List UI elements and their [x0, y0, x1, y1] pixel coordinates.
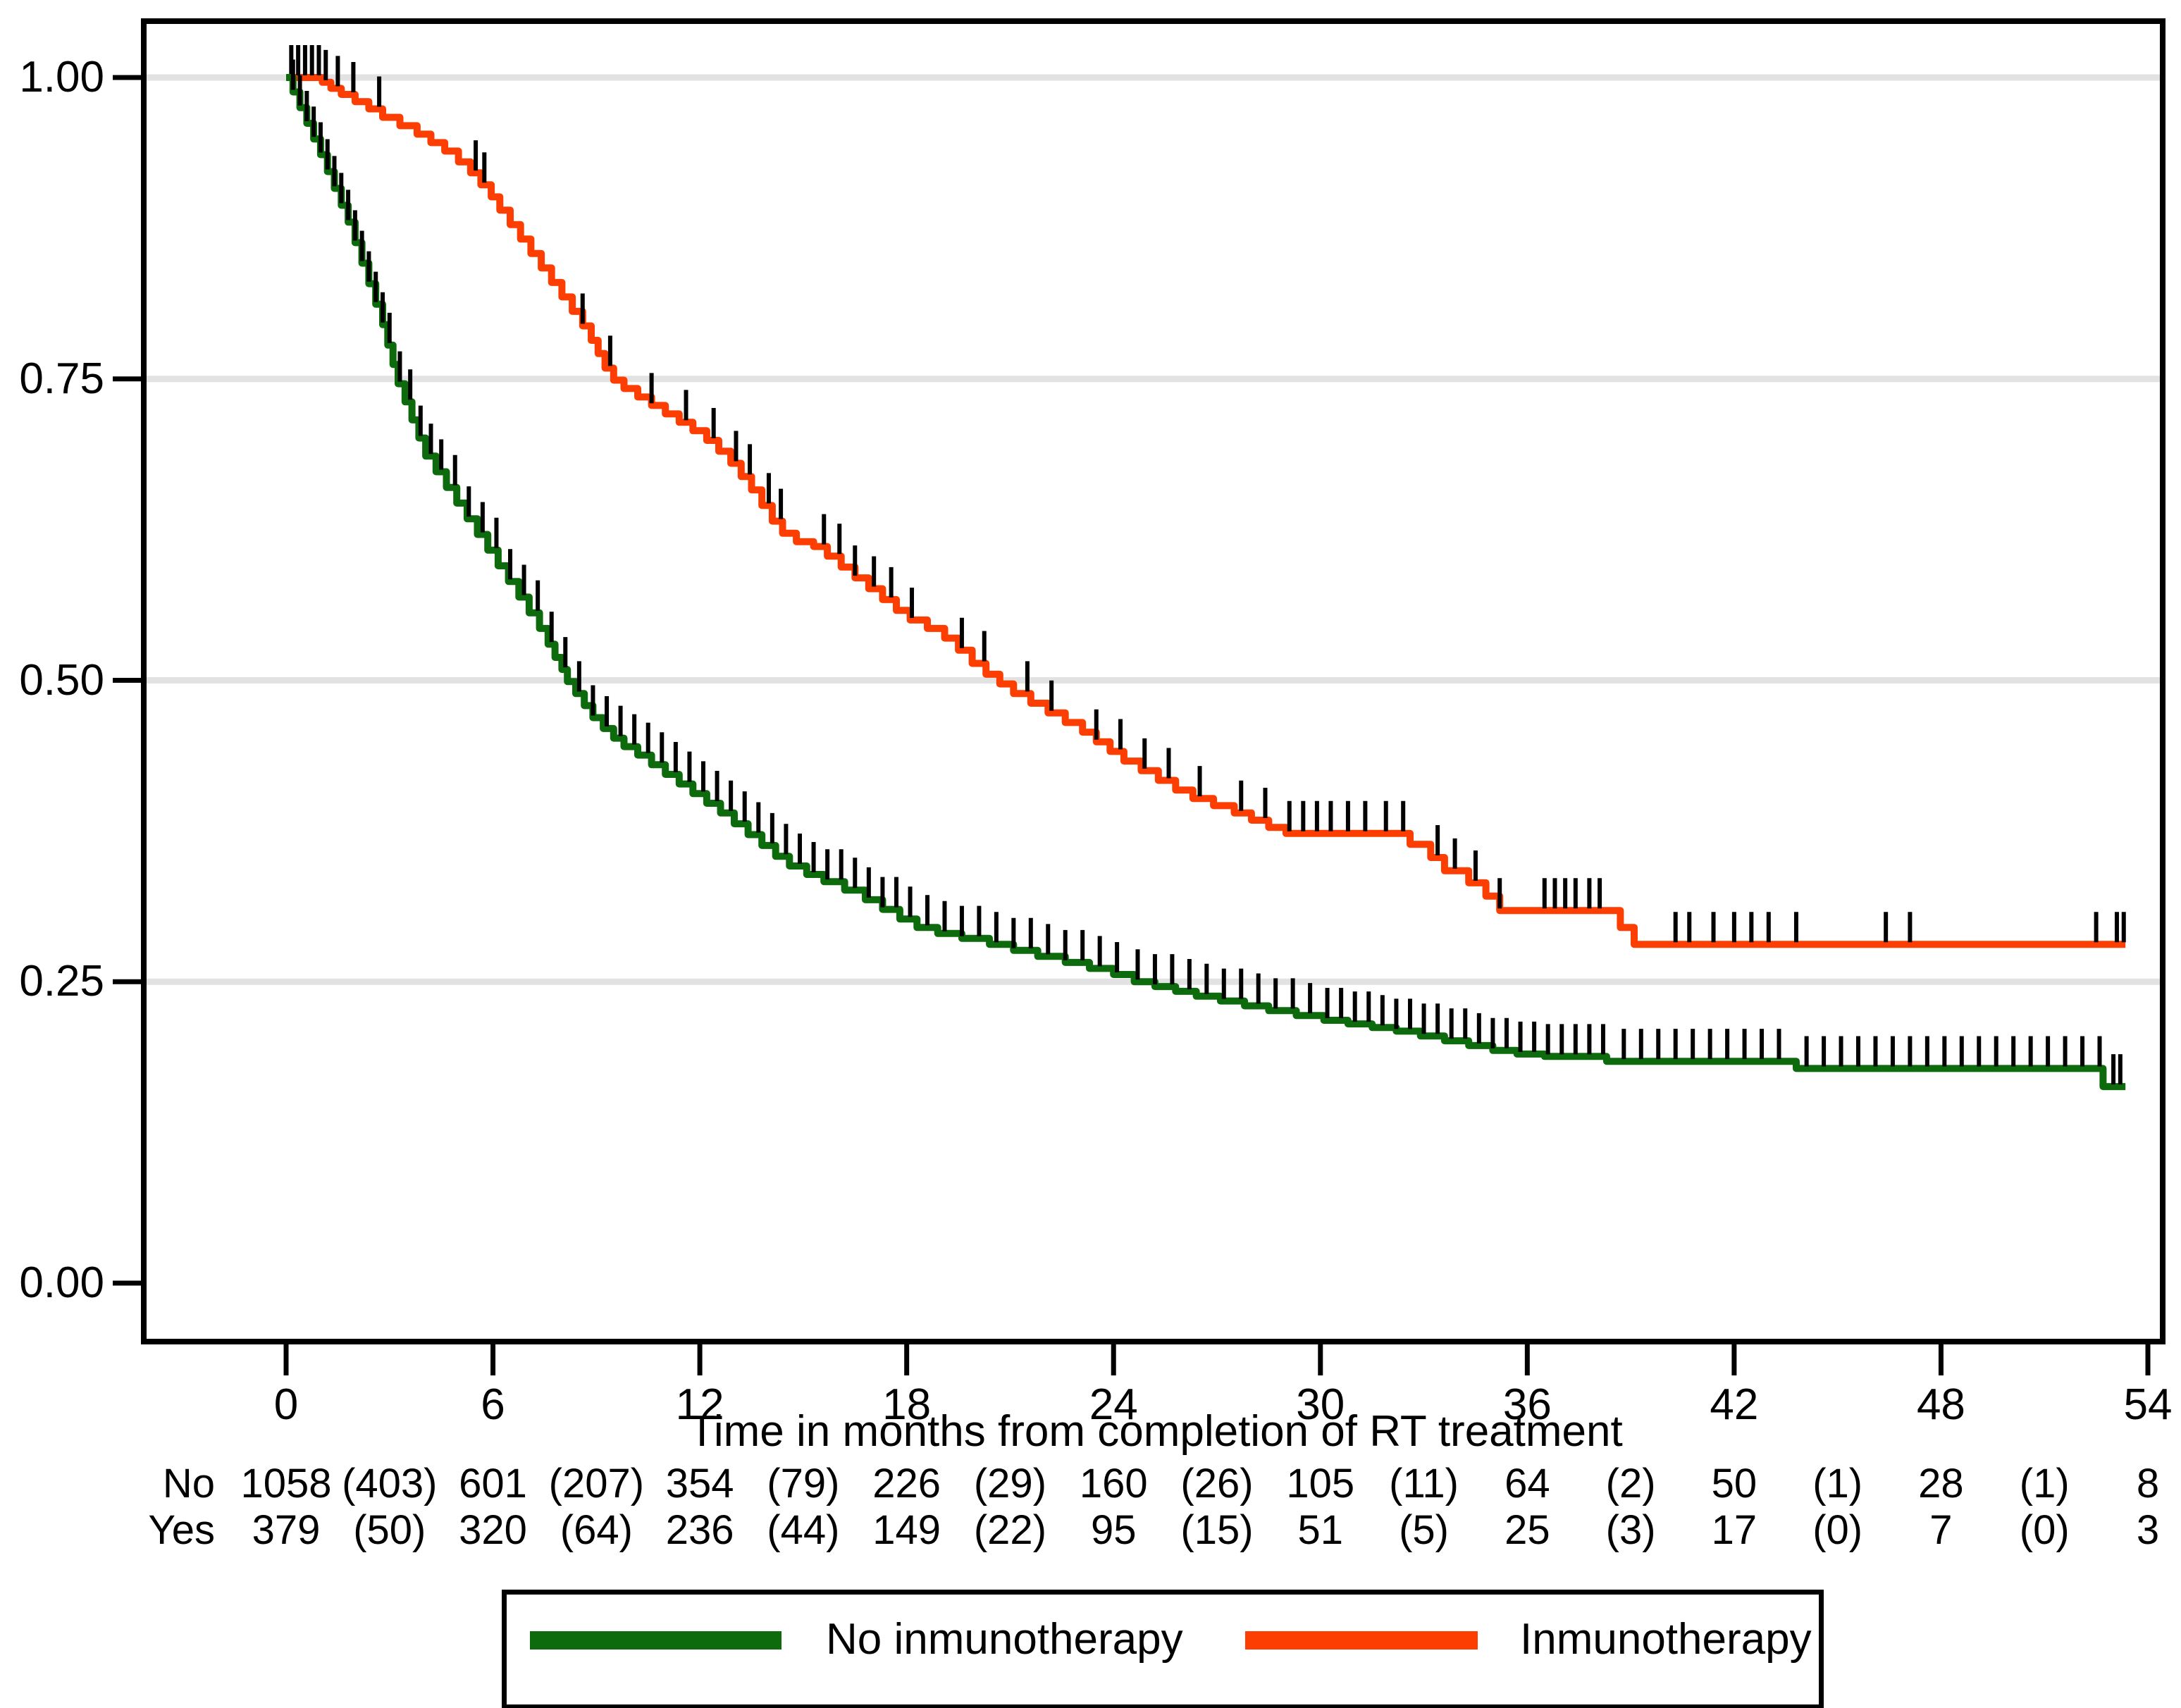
risk-row-label-no: No	[162, 1461, 215, 1506]
legend-line-no-immunotherapy-icon	[530, 1631, 781, 1650]
x-tick-label-12: 12	[675, 1380, 724, 1429]
risk-no-atrisk-54: 8	[2136, 1461, 2160, 1506]
x-tick-label-54: 54	[2123, 1380, 2173, 1429]
risk-yes-atrisk-12: 236	[665, 1507, 734, 1553]
y-tick-label-1.00: 1.00	[19, 53, 104, 101]
risk-no-atrisk-48: 28	[1918, 1461, 1964, 1506]
legend-label-no-immunotherapy: No inmunotherapy	[826, 1615, 1183, 1664]
legend-line-immunotherapy-icon	[1245, 1631, 1478, 1650]
risk-no-events-42: (1)	[1812, 1461, 1863, 1506]
risk-yes-events-42: (0)	[1812, 1507, 1863, 1553]
risk-yes-atrisk-42: 17	[1711, 1507, 1757, 1553]
x-tick-label-24: 24	[1089, 1380, 1138, 1429]
risk-yes-atrisk-54: 3	[2136, 1507, 2160, 1553]
x-tick-label-48: 48	[1916, 1380, 1965, 1429]
survival-curve-no-immunotherapy	[286, 74, 2126, 1091]
risk-yes-events-6: (64)	[560, 1507, 633, 1553]
risk-no-events-36: (2)	[1605, 1461, 1656, 1506]
risk-no-events-12: (79)	[767, 1461, 840, 1506]
risk-yes-events-0: (50)	[353, 1507, 426, 1553]
x-tick-label-30: 30	[1296, 1380, 1345, 1429]
risk-yes-atrisk-6: 320	[459, 1507, 527, 1553]
risk-no-atrisk-24: 160	[1079, 1461, 1148, 1506]
x-tick-label-18: 18	[882, 1380, 932, 1429]
risk-yes-atrisk-18: 149	[872, 1507, 941, 1553]
risk-no-atrisk-6: 601	[459, 1461, 527, 1506]
risk-no-atrisk-30: 105	[1286, 1461, 1355, 1506]
risk-no-events-6: (207)	[548, 1461, 645, 1506]
risk-yes-events-18: (22)	[973, 1507, 1047, 1553]
y-tick-label-0.00: 0.00	[19, 1258, 104, 1307]
x-tick-label-36: 36	[1502, 1380, 1552, 1429]
risk-yes-events-30: (5)	[1399, 1507, 1449, 1553]
x-tick-label-0: 0	[273, 1380, 299, 1429]
risk-yes-events-12: (44)	[767, 1507, 840, 1553]
risk-no-events-24: (26)	[1180, 1461, 1254, 1506]
risk-no-events-18: (29)	[973, 1461, 1047, 1506]
risk-no-events-30: (11)	[1389, 1461, 1459, 1506]
risk-no-atrisk-12: 354	[665, 1461, 734, 1506]
risk-no-atrisk-0: 1058	[240, 1461, 332, 1506]
risk-no-events-48: (1)	[2019, 1461, 2070, 1506]
risk-no-events-0: (403)	[342, 1461, 438, 1506]
risk-no-atrisk-18: 226	[872, 1461, 941, 1506]
survival-curve-immunotherapy	[286, 74, 2126, 948]
risk-yes-atrisk-48: 7	[1929, 1507, 1953, 1553]
x-tick-label-6: 6	[481, 1380, 505, 1429]
risk-row-label-yes: Yes	[148, 1507, 215, 1553]
x-tick-label-42: 42	[1710, 1380, 1759, 1429]
x-axis-title: Time in months from completion of RT tre…	[688, 1407, 1623, 1456]
risk-no-atrisk-36: 64	[1505, 1461, 1550, 1506]
y-tick-label-0.75: 0.75	[19, 354, 104, 403]
plot-frame	[141, 18, 2165, 1344]
risk-no-atrisk-42: 50	[1711, 1461, 1757, 1506]
y-tick-label-0.25: 0.25	[19, 957, 104, 1006]
y-tick-label-0.50: 0.50	[19, 655, 104, 705]
risk-yes-atrisk-30: 51	[1297, 1507, 1344, 1553]
risk-yes-events-48: (0)	[2019, 1507, 2070, 1553]
risk-yes-atrisk-36: 25	[1505, 1507, 1550, 1553]
legend-label-immunotherapy: Inmunotherapy	[1520, 1615, 1812, 1664]
risk-yes-events-36: (3)	[1605, 1507, 1656, 1553]
risk-yes-events-24: (15)	[1180, 1507, 1254, 1553]
legend: No inmunotherapy Inmunotherapy	[502, 1590, 1824, 1708]
risk-yes-atrisk-0: 379	[252, 1507, 321, 1553]
risk-yes-atrisk-24: 95	[1090, 1507, 1137, 1553]
